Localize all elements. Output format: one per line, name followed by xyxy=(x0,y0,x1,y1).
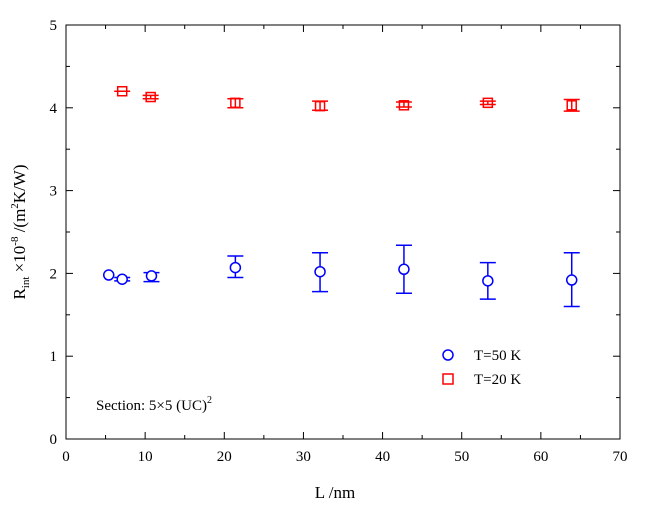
section-annotation: Section: 5×5 (UC)2 xyxy=(96,395,212,414)
y-tick-label: 5 xyxy=(50,18,58,34)
legend-marker-circle xyxy=(442,349,454,361)
x-axis-label: L /nm xyxy=(315,483,355,502)
y-tick-label: 3 xyxy=(50,184,58,200)
data-point-circle xyxy=(116,273,128,285)
data-point-circle xyxy=(398,263,410,276)
data-point-circle xyxy=(145,270,158,282)
x-tick-label: 30 xyxy=(296,449,311,465)
x-tick-label: 40 xyxy=(375,449,390,465)
data-point-circle xyxy=(102,269,115,281)
data-point-square xyxy=(116,85,128,97)
data-point-circle xyxy=(565,274,578,286)
y-tick-label: 2 xyxy=(50,266,58,282)
data-point-circle xyxy=(314,265,326,278)
plot-frame xyxy=(65,24,621,440)
legend-label-20k: T=20 K xyxy=(474,372,521,388)
legend: T=50 K T=20 K xyxy=(442,348,521,388)
x-tick-label: 20 xyxy=(217,449,232,465)
y-tick-label: 0 xyxy=(50,432,58,448)
x-tick-label: 0 xyxy=(62,449,70,465)
legend-marker-square xyxy=(442,373,454,385)
x-tick-label: 50 xyxy=(454,449,469,465)
x-tick-label: 70 xyxy=(613,449,628,465)
data-point-square xyxy=(398,100,410,111)
y-tick-label: 4 xyxy=(50,101,58,117)
data-point-square xyxy=(566,100,577,111)
data-point-square xyxy=(482,97,494,109)
data-point-circle xyxy=(229,261,242,274)
data-point-square xyxy=(145,91,156,103)
x-tick-label: 10 xyxy=(138,449,153,465)
data-point-square xyxy=(314,100,326,112)
data-point-circle xyxy=(482,275,494,287)
data-point-square xyxy=(230,97,241,109)
x-tick-label: 60 xyxy=(533,449,548,465)
y-tick-label: 1 xyxy=(50,349,58,365)
y-axis-label: Rint ×10-8 /(m2K/W) xyxy=(9,164,32,299)
legend-label-50k: T=50 K xyxy=(474,348,521,364)
